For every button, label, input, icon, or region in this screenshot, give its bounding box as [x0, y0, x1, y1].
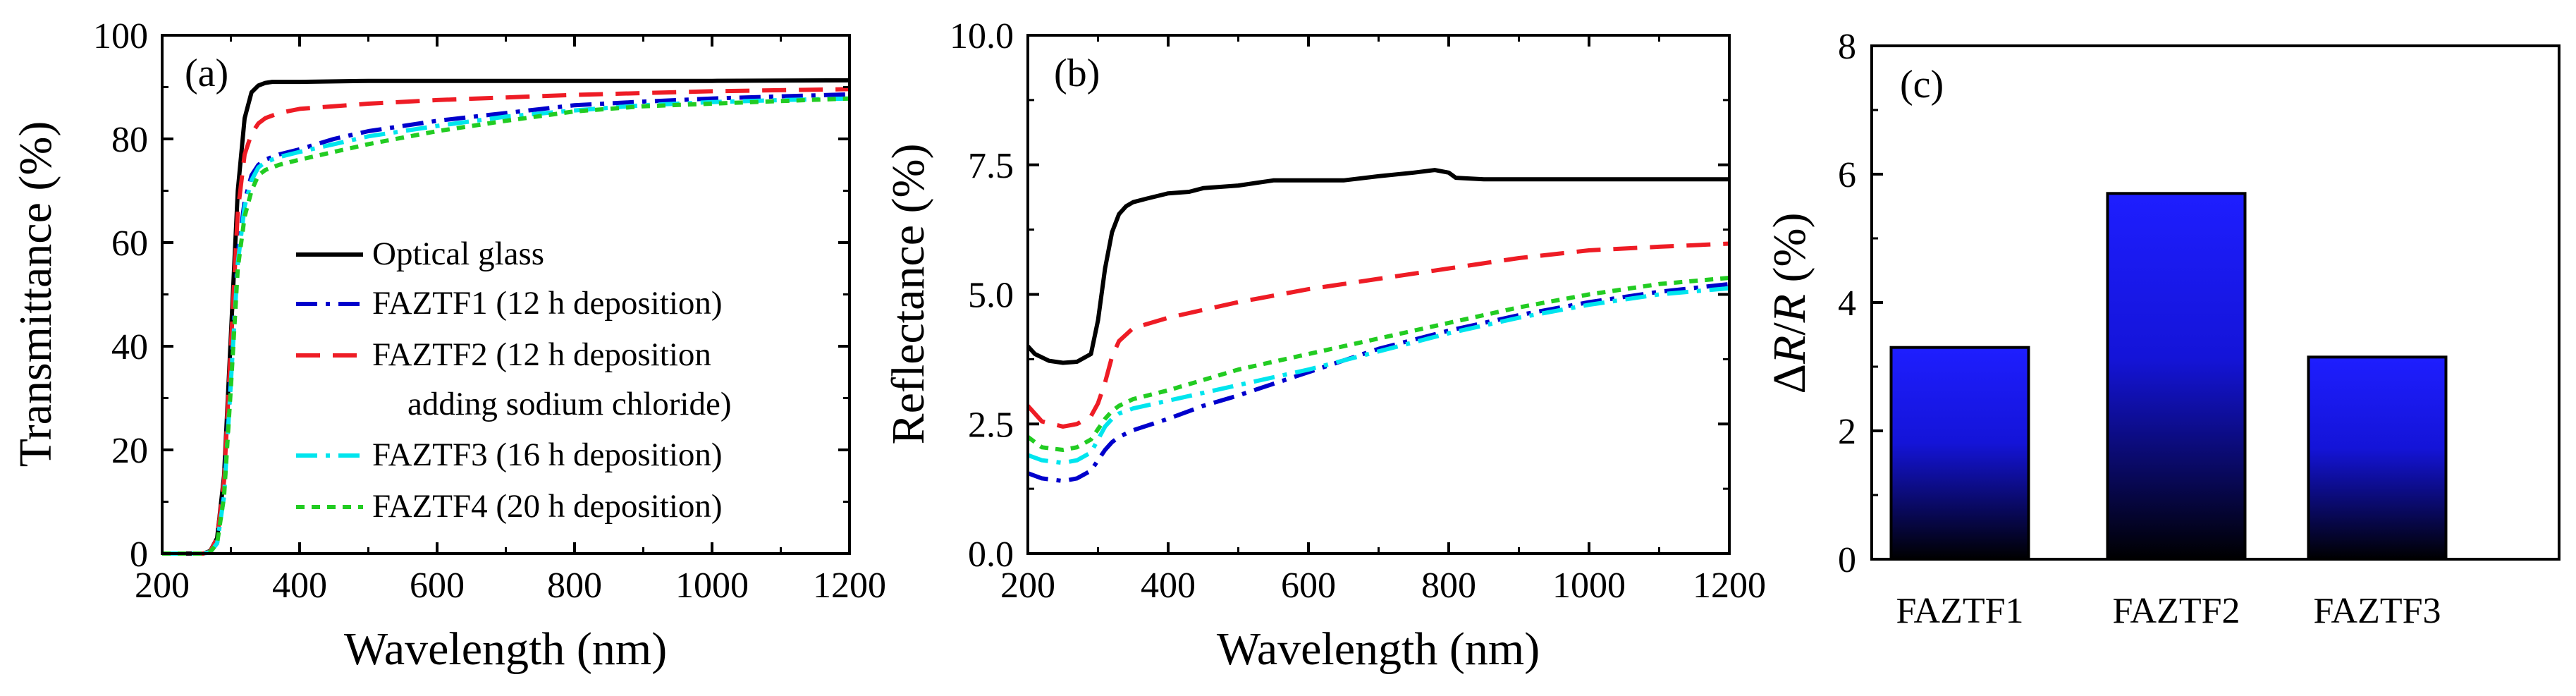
panel-c-bars-group: [1889, 192, 2448, 561]
panel-b-frame: [1026, 34, 1731, 555]
xtick-label: 1200: [1693, 566, 1766, 606]
ytick-label: 2.5: [968, 405, 1014, 445]
bar-faztf3: [2307, 355, 2448, 561]
panel-b-ticks: 200 400 600 800 1000 1200 0.0 2.5 5.0 7.5 10.0: [950, 16, 1766, 606]
legend-label-1: FAZTF1 (12 h deposition): [372, 285, 723, 322]
legend-label-4: FAZTF4 (20 h deposition): [372, 488, 723, 525]
ytick-label: 5.0: [968, 276, 1014, 316]
xtick-label: 600: [410, 566, 465, 606]
xtick-label: 800: [547, 566, 602, 606]
panel-b-ylabel: Reflectance (%): [883, 144, 934, 445]
xtick-label: 400: [272, 566, 327, 606]
xtick-label: 200: [1000, 566, 1055, 606]
bar-faztf1: [1889, 346, 2030, 561]
ytick-label: 10.0: [950, 16, 1014, 56]
panel-c-label: (c): [1900, 63, 1944, 106]
xtick-label-faztf2: FAZTF2: [2112, 591, 2240, 631]
xtick-label-faztf1: FAZTF1: [1896, 591, 2023, 631]
panel-b-series-0: [1026, 168, 1729, 365]
xtick-label: 600: [1281, 566, 1336, 606]
ytick-label: 20: [111, 431, 148, 471]
panel-a-series-1: [162, 92, 850, 556]
panel-b-xlabel: Wavelength (nm): [1217, 623, 1540, 675]
xtick-label: 1000: [1552, 566, 1626, 606]
panel-b-series-2: [1026, 241, 1730, 429]
panel-c-ylabel-slash: /: [1764, 322, 1815, 336]
bar-faztf2: [2106, 192, 2247, 561]
panel-b-label: (b): [1054, 51, 1100, 95]
panel-c-frame: [1870, 44, 2560, 561]
ytick-label: 100: [93, 16, 148, 56]
ytick-label: 0: [1838, 540, 1856, 580]
xtick-label: 200: [135, 566, 190, 606]
legend-label-2-line2: adding sodium chloride): [407, 386, 731, 422]
panel-a-legend: Optical glass FAZTF1 (12 h deposition) FAZ…: [296, 236, 731, 525]
panel-a-ylabel: Transmittance (%): [10, 121, 61, 468]
panel-a-label: (a): [185, 51, 228, 95]
ytick-label: 4: [1838, 283, 1856, 324]
panel-c-ylabel-r2: R: [1764, 294, 1815, 323]
xtick-label: 1200: [813, 566, 886, 606]
panel-b-series-group: [1026, 168, 1730, 484]
panel-c-ylabel-r1: R: [1764, 336, 1815, 365]
ytick-label: 0.0: [968, 535, 1014, 575]
panel-a-xlabel: Wavelength (nm): [344, 623, 667, 675]
ytick-label: 80: [111, 120, 148, 160]
legend-label-0: Optical glass: [372, 236, 544, 272]
xtick-label: 800: [1421, 566, 1476, 606]
ytick-label: 0: [130, 535, 148, 575]
panel-b-series-3: [1026, 286, 1730, 465]
panel-b-series-4: [1026, 276, 1730, 452]
ytick-label: 7.5: [968, 146, 1014, 186]
xtick-label: 400: [1141, 566, 1196, 606]
xtick-label: 1000: [675, 566, 749, 606]
legend-label-2: FAZTF2 (12 h deposition: [372, 336, 711, 373]
panel-c-ylabel-delta: Δ: [1764, 364, 1815, 393]
ytick-label: 60: [111, 224, 148, 264]
xtick-label-faztf3: FAZTF3: [2313, 591, 2441, 631]
legend-label-3: FAZTF3 (16 h deposition): [372, 436, 723, 473]
panel-c-ticks: FAZTF1 FAZTF2 FAZTF3 0 2 4 6 8: [1838, 27, 2441, 631]
panel-b-series-1: [1026, 281, 1730, 484]
panel-c-ylabel-unit: (%): [1764, 213, 1815, 294]
panel-c-ylabel: ΔR/R (%): [1764, 213, 1815, 394]
panel-a-series-4: [162, 96, 850, 556]
panel-a-series-group: [162, 78, 850, 556]
panel-a-transmittance: Optical glass FAZTF1 (12 h deposition) FAZ…: [10, 16, 886, 675]
panel-a-ticks: 200 400 600 800 1000 1200 0 20 40 60 80 100: [93, 16, 886, 606]
panel-a-series-3: [162, 96, 850, 556]
ytick-label: 8: [1838, 27, 1856, 67]
panel-b-reflectance: 200 400 600 800 1000 1200 0.0 2.5 5.0 7.5 10.0 (b)…: [883, 16, 1766, 675]
ytick-label: 2: [1838, 412, 1856, 452]
panel-a-frame: [161, 34, 851, 555]
ytick-label: 6: [1838, 155, 1856, 195]
ytick-label: 40: [111, 327, 148, 367]
